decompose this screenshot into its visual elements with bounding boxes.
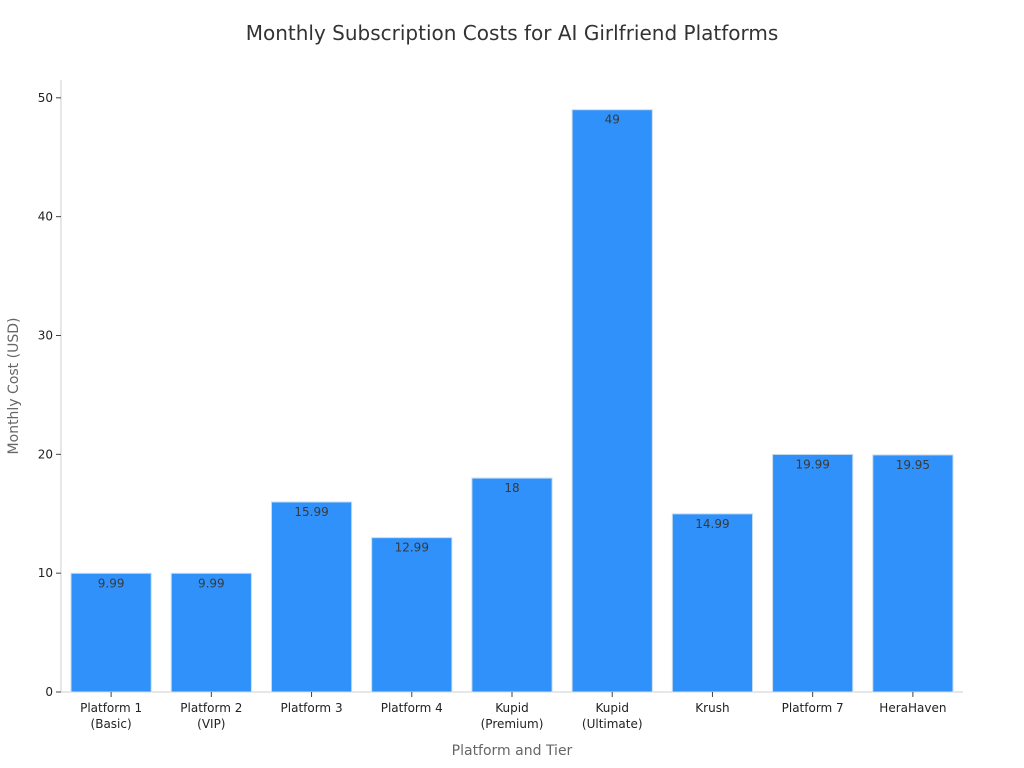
bar (471, 477, 553, 693)
data-label: 15.99 (294, 505, 328, 519)
y-tick-label: 0 (45, 685, 53, 699)
data-label: 49 (605, 113, 620, 127)
y-tick-label: 20 (38, 447, 53, 461)
y-tick-label: 50 (38, 91, 53, 105)
x-tick-label: Krush (695, 701, 729, 715)
bar (872, 454, 954, 693)
x-tick-label: Kupid (Premium) (481, 701, 544, 731)
x-tick-label: Platform 2 (VIP) (180, 701, 242, 731)
data-label: 19.99 (795, 457, 829, 471)
data-label: 19.95 (896, 458, 930, 472)
chart-title: Monthly Subscription Costs for AI Girlfr… (246, 21, 779, 45)
y-axis-title: Monthly Cost (USD) (6, 318, 22, 455)
x-tick-label: Kupid (Ultimate) (582, 701, 643, 731)
x-tick-label: Platform 3 (281, 701, 343, 715)
x-axis-title: Platform and Tier (452, 743, 573, 759)
bar (170, 572, 252, 693)
y-tick-label: 40 (38, 210, 53, 224)
data-label: 9.99 (98, 576, 125, 590)
x-tick-label: Platform 1 (Basic) (80, 701, 142, 731)
x-tick-label: Platform 7 (782, 701, 844, 715)
x-tick-label: HeraHaven (879, 701, 946, 715)
data-label: 14.99 (695, 517, 729, 531)
bar (371, 537, 453, 693)
data-label: 18 (504, 481, 519, 495)
y-tick-label: 10 (38, 566, 53, 580)
bar (772, 453, 854, 693)
data-label: 9.99 (198, 576, 225, 590)
data-label: 12.99 (395, 541, 429, 555)
x-tick-label: Platform 4 (381, 701, 443, 715)
plot-area: 0 10 20 30 40 50 9.99 Platform 1 (Basic) 9.99 Plat… (38, 80, 963, 731)
bar (571, 109, 653, 693)
bar (270, 501, 353, 693)
bar (671, 513, 754, 693)
bar (70, 572, 152, 693)
y-tick-label: 30 (38, 328, 53, 342)
